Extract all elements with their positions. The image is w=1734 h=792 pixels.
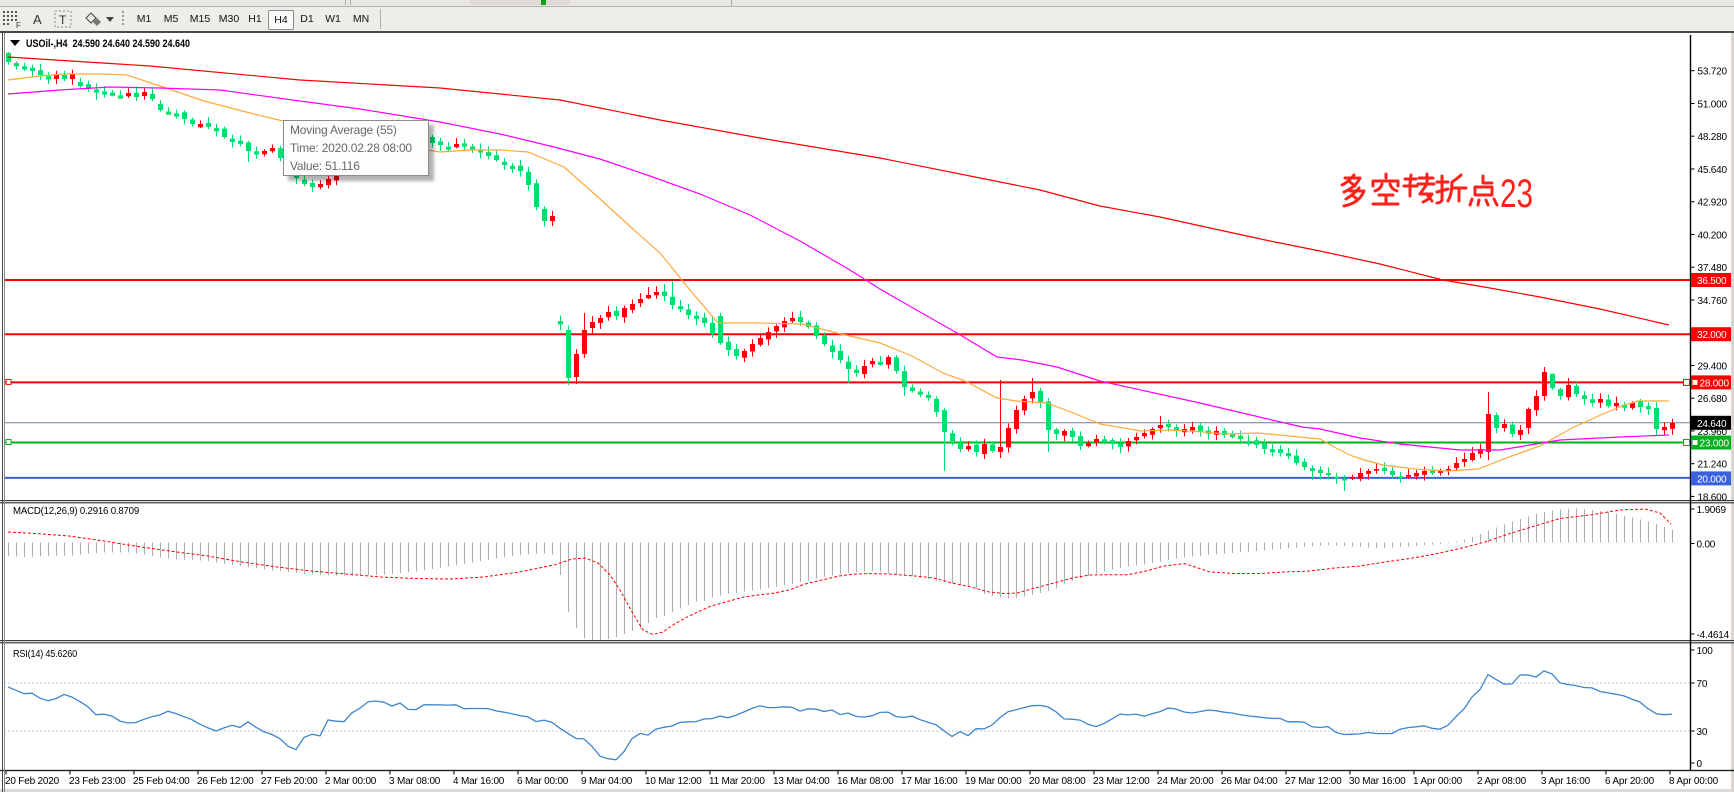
- svg-text:51.000: 51.000: [1698, 100, 1728, 111]
- svg-text:1.9069: 1.9069: [1697, 505, 1727, 516]
- svg-text:32.000: 32.000: [1697, 330, 1727, 341]
- svg-text:26.680: 26.680: [1698, 394, 1728, 405]
- svg-text:6 Mar 00:00: 6 Mar 00:00: [517, 776, 569, 787]
- svg-text:40.200: 40.200: [1698, 231, 1728, 242]
- svg-text:3 Apr 16:00: 3 Apr 16:00: [1541, 776, 1591, 787]
- svg-text:24.640: 24.640: [1697, 419, 1727, 430]
- svg-text:20 Feb 2020: 20 Feb 2020: [5, 776, 60, 787]
- svg-text:4 Mar 16:00: 4 Mar 16:00: [453, 776, 505, 787]
- svg-text:26 Feb 12:00: 26 Feb 12:00: [197, 776, 254, 787]
- svg-text:20.000: 20.000: [1697, 474, 1727, 485]
- svg-text:45.640: 45.640: [1698, 165, 1728, 176]
- svg-text:24 Mar 20:00: 24 Mar 20:00: [1157, 776, 1214, 787]
- svg-text:20 Mar 08:00: 20 Mar 08:00: [1029, 776, 1086, 787]
- svg-text:18.600: 18.600: [1698, 492, 1728, 503]
- svg-text:6 Apr 20:00: 6 Apr 20:00: [1605, 776, 1655, 787]
- svg-text:A: A: [33, 12, 42, 27]
- svg-text:9 Mar 04:00: 9 Mar 04:00: [581, 776, 633, 787]
- svg-text:3 Mar 08:00: 3 Mar 08:00: [389, 776, 441, 787]
- svg-text:30 Mar 16:00: 30 Mar 16:00: [1349, 776, 1406, 787]
- svg-text:48.280: 48.280: [1698, 132, 1728, 143]
- svg-text:13 Mar 04:00: 13 Mar 04:00: [773, 776, 830, 787]
- svg-text:30: 30: [1697, 727, 1708, 738]
- svg-text:37.480: 37.480: [1698, 263, 1728, 274]
- svg-text:1 Apr 00:00: 1 Apr 00:00: [1413, 776, 1463, 787]
- svg-text:0: 0: [1697, 759, 1703, 770]
- svg-text:RSI(14) 45.6260: RSI(14) 45.6260: [13, 649, 78, 660]
- svg-text:27 Mar 12:00: 27 Mar 12:00: [1285, 776, 1342, 787]
- svg-text:28.000: 28.000: [1700, 378, 1730, 389]
- svg-text:USOil-,H4 24.590 24.640 24.59: USOil-,H4 24.590 24.640 24.590 24.640: [26, 38, 190, 50]
- svg-text:19 Mar 00:00: 19 Mar 00:00: [965, 776, 1022, 787]
- svg-text:2 Mar 00:00: 2 Mar 00:00: [325, 776, 377, 787]
- svg-text:17 Mar 16:00: 17 Mar 16:00: [901, 776, 958, 787]
- svg-text:0.00: 0.00: [1697, 540, 1716, 551]
- svg-text:F: F: [16, 21, 21, 30]
- svg-text:53.720: 53.720: [1698, 67, 1728, 78]
- svg-text:23.960: 23.960: [1698, 427, 1728, 438]
- svg-text:8 Apr 00:00: 8 Apr 00:00: [1669, 776, 1719, 787]
- svg-text:T: T: [59, 13, 67, 27]
- svg-text:2 Apr 08:00: 2 Apr 08:00: [1477, 776, 1527, 787]
- svg-text:26 Mar 04:00: 26 Mar 04:00: [1221, 776, 1278, 787]
- svg-text:70: 70: [1697, 679, 1708, 690]
- svg-text:23: 23: [1500, 172, 1533, 216]
- svg-text:27 Feb 20:00: 27 Feb 20:00: [261, 776, 318, 787]
- svg-text:100: 100: [1697, 646, 1714, 657]
- svg-text:34.760: 34.760: [1698, 296, 1728, 307]
- svg-text:29.400: 29.400: [1698, 362, 1728, 373]
- svg-text:23 Feb 23:00: 23 Feb 23:00: [69, 776, 126, 787]
- svg-text:11 Mar 20:00: 11 Mar 20:00: [709, 776, 765, 787]
- svg-text:23.000: 23.000: [1700, 439, 1730, 450]
- svg-text:36.500: 36.500: [1697, 276, 1727, 287]
- svg-text:16 Mar 08:00: 16 Mar 08:00: [837, 776, 894, 787]
- svg-text:21.240: 21.240: [1698, 460, 1728, 471]
- svg-text:23 Mar 12:00: 23 Mar 12:00: [1093, 776, 1150, 787]
- svg-text:-4.4614: -4.4614: [1697, 630, 1730, 641]
- svg-text:10 Mar 12:00: 10 Mar 12:00: [645, 776, 702, 787]
- svg-text:MACD(12,26,9) 0.2916 0.8709: MACD(12,26,9) 0.2916 0.8709: [13, 506, 140, 517]
- svg-text:25 Feb 04:00: 25 Feb 04:00: [133, 776, 190, 787]
- svg-text:42.920: 42.920: [1698, 198, 1728, 209]
